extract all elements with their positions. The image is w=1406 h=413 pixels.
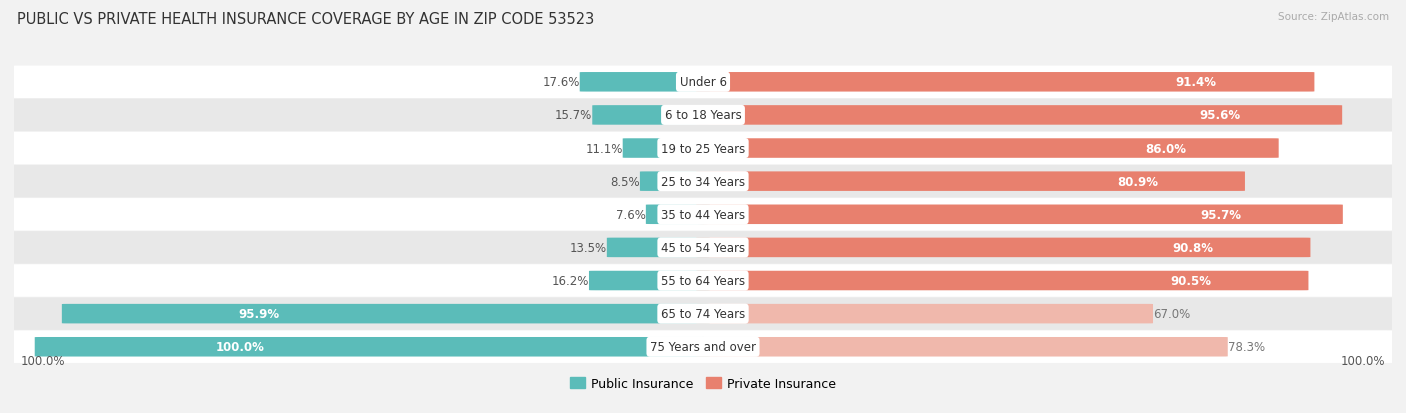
Text: 19 to 25 Years: 19 to 25 Years [661, 142, 745, 155]
Text: 55 to 64 Years: 55 to 64 Years [661, 274, 745, 287]
FancyBboxPatch shape [7, 133, 1399, 165]
Text: 95.6%: 95.6% [1199, 109, 1240, 122]
Text: 16.2%: 16.2% [551, 274, 589, 287]
FancyBboxPatch shape [7, 265, 1399, 297]
Text: 45 to 54 Years: 45 to 54 Years [661, 241, 745, 254]
FancyBboxPatch shape [7, 66, 1399, 99]
Text: 17.6%: 17.6% [543, 76, 579, 89]
Text: 100.0%: 100.0% [1340, 354, 1385, 367]
Text: 11.1%: 11.1% [585, 142, 623, 155]
FancyBboxPatch shape [7, 331, 1399, 363]
Text: 35 to 44 Years: 35 to 44 Years [661, 208, 745, 221]
FancyBboxPatch shape [62, 304, 710, 324]
FancyBboxPatch shape [696, 73, 1315, 93]
Text: 100.0%: 100.0% [215, 340, 264, 354]
FancyBboxPatch shape [645, 205, 710, 225]
FancyBboxPatch shape [696, 271, 1309, 291]
Text: 91.4%: 91.4% [1175, 76, 1216, 89]
Text: 67.0%: 67.0% [1153, 307, 1191, 320]
Text: 13.5%: 13.5% [569, 241, 607, 254]
Text: 15.7%: 15.7% [555, 109, 592, 122]
Text: 75 Years and over: 75 Years and over [650, 340, 756, 354]
FancyBboxPatch shape [7, 298, 1399, 330]
Text: 100.0%: 100.0% [21, 354, 66, 367]
Text: 25 to 34 Years: 25 to 34 Years [661, 175, 745, 188]
Text: 80.9%: 80.9% [1116, 175, 1157, 188]
Text: 95.7%: 95.7% [1199, 208, 1241, 221]
FancyBboxPatch shape [7, 100, 1399, 132]
Text: 90.8%: 90.8% [1173, 241, 1213, 254]
FancyBboxPatch shape [607, 238, 710, 258]
FancyBboxPatch shape [696, 238, 1310, 258]
FancyBboxPatch shape [696, 205, 1343, 225]
FancyBboxPatch shape [35, 337, 710, 357]
FancyBboxPatch shape [7, 166, 1399, 198]
Text: Under 6: Under 6 [679, 76, 727, 89]
FancyBboxPatch shape [623, 139, 710, 159]
Text: 78.3%: 78.3% [1227, 340, 1265, 354]
FancyBboxPatch shape [7, 199, 1399, 231]
FancyBboxPatch shape [696, 304, 1153, 324]
FancyBboxPatch shape [640, 172, 710, 192]
FancyBboxPatch shape [696, 139, 1278, 159]
FancyBboxPatch shape [592, 106, 710, 126]
Text: 65 to 74 Years: 65 to 74 Years [661, 307, 745, 320]
FancyBboxPatch shape [589, 271, 710, 291]
Legend: Public Insurance, Private Insurance: Public Insurance, Private Insurance [565, 372, 841, 395]
FancyBboxPatch shape [696, 337, 1227, 357]
Text: PUBLIC VS PRIVATE HEALTH INSURANCE COVERAGE BY AGE IN ZIP CODE 53523: PUBLIC VS PRIVATE HEALTH INSURANCE COVER… [17, 12, 595, 27]
Text: 90.5%: 90.5% [1171, 274, 1212, 287]
Text: 7.6%: 7.6% [616, 208, 645, 221]
Text: 6 to 18 Years: 6 to 18 Years [665, 109, 741, 122]
Text: 86.0%: 86.0% [1146, 142, 1187, 155]
FancyBboxPatch shape [696, 106, 1343, 126]
Text: 8.5%: 8.5% [610, 175, 640, 188]
Text: 95.9%: 95.9% [239, 307, 280, 320]
FancyBboxPatch shape [579, 73, 710, 93]
FancyBboxPatch shape [696, 172, 1244, 192]
Text: Source: ZipAtlas.com: Source: ZipAtlas.com [1278, 12, 1389, 22]
FancyBboxPatch shape [7, 232, 1399, 264]
